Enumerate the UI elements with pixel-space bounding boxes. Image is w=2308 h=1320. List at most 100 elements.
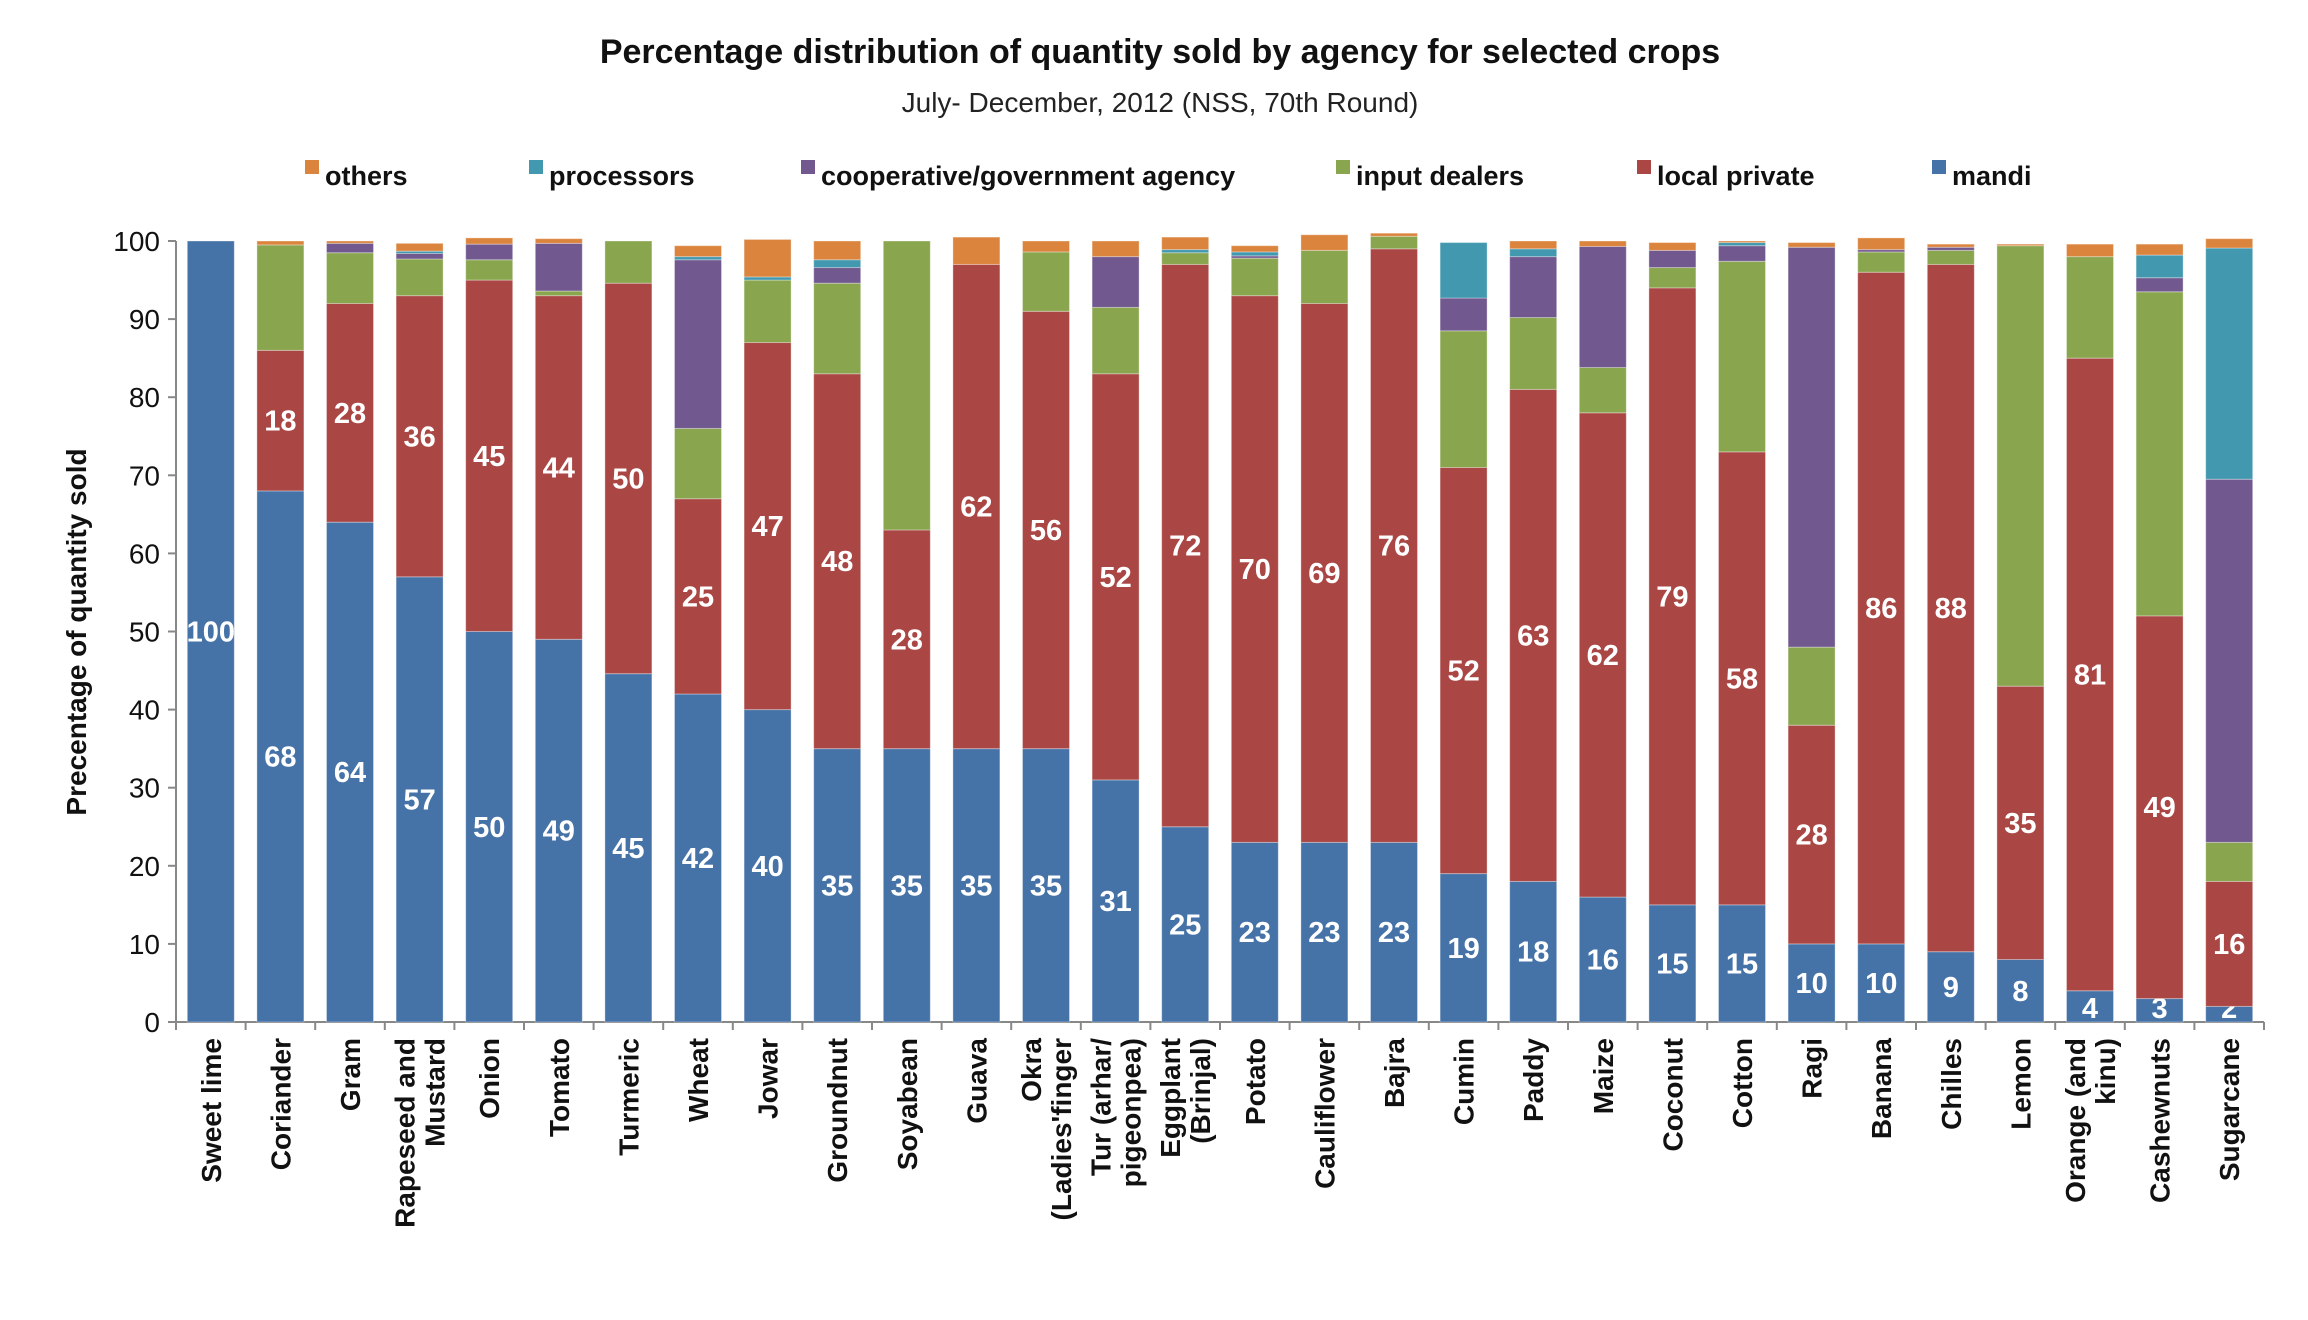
bar-segment-input-dealers [882,240,931,531]
bar-segment-mandi [1926,951,1975,1023]
bar-segment-local-private [1718,451,1766,906]
bar-segment-local-private [1022,310,1070,750]
bar-segment-others [2205,238,2254,249]
bar-segment-input-dealers [326,252,374,304]
bar-segment-mandi [186,240,235,1023]
bar-segment-mandi [1996,959,2045,1023]
bar-segment-others [743,238,792,278]
data-label: 100 [187,617,235,649]
y-tick-label: 10 [129,929,160,960]
bar-segment-mandi [1718,904,1766,1023]
bar-stack: 57 36 [395,242,444,1023]
data-label: 28 [1795,820,1827,852]
data-label: 28 [891,624,923,656]
y-tick-label: 40 [129,695,160,726]
bar-segment-others [674,245,722,258]
bar-segment-input-dealers [1022,251,1070,312]
bar-stack: 9 88 [1926,243,1975,1023]
bar-stack: 42 25 [674,245,722,1023]
category-label: Jowar [753,1038,784,1119]
bar-segment-processors [813,259,862,269]
bar-stack: 3 49 [2135,243,2184,1025]
y-tick-label: 20 [129,851,160,882]
bar-segment-cooperative-government-agency [1648,249,1697,269]
bar-segment-cooperative-government-agency [326,242,374,254]
bar-stack: 10 86 [1857,237,1906,1023]
bar-segment-local-private [2205,880,2254,1007]
bars: 1006818642857365045494445504225404735483… [186,232,2254,1025]
data-label: 52 [1447,656,1479,688]
bar-segment-cooperative-government-agency [674,259,722,429]
bar-segment-input-dealers [1300,249,1349,304]
bar-segment-processors [2205,247,2254,480]
category-labels: Sweet lime Coriander Gram Rapeseed and Musta… [196,1038,2245,1228]
bar-stack: 10 28 [1787,242,1836,1023]
data-label: 28 [334,398,366,430]
bar-segment-mandi [882,748,931,1023]
bar-stack: 23 76 [1370,232,1418,1023]
bar-segment-input-dealers [813,282,862,375]
bar-segment-others [1300,234,1349,251]
axes: 0 10 20 30 40 50 60 70 80 90 100 [113,226,2265,1038]
category-label: Sugarcane [2214,1038,2245,1181]
category-label: kinu) [2090,1038,2121,1105]
bar-segment-input-dealers [1648,267,1697,289]
bar-segment-others [1787,242,1836,248]
category-label: Soyabean [892,1038,923,1170]
bar-segment-input-dealers [1370,235,1418,250]
bar-segment-mandi [1300,841,1349,1023]
bar-segment-others [1091,240,1140,258]
data-label: 10 [1795,968,1827,1000]
bar-segment-others [1996,243,2045,247]
bar-segment-mandi [1578,896,1627,1023]
bar-segment-input-dealers [1787,646,1836,726]
bar-segment-local-private [813,373,862,750]
bar-segment-local-private [1509,388,1558,882]
data-label: 35 [891,870,923,902]
bar-segment-input-dealers [395,258,444,297]
category-label: Coriander [265,1038,296,1170]
category-label: pigeonpea) [1116,1038,1147,1187]
bar-segment-input-dealers [1091,306,1140,375]
data-label: 3 [2152,993,2168,1025]
data-label: 86 [1865,593,1897,625]
bar-segment-local-private [1370,248,1418,843]
bar-segment-cooperative-government-agency [1509,256,1558,319]
bar-segment-processors [1509,248,1558,258]
data-label: 44 [543,452,575,484]
bar-segment-local-private [882,529,931,750]
category-label: Cotton [1727,1038,1758,1128]
bar-stack: 35 28 [882,240,931,1023]
bar-segment-processors [2135,254,2184,279]
category-label: (Ladies'finger [1046,1038,1077,1221]
category-label: Guava [961,1038,992,1124]
data-label: 48 [821,546,853,578]
data-label: 88 [1935,593,1967,625]
category-label: Onion [474,1038,505,1119]
bar-segment-input-dealers [1439,330,1488,468]
legend-swatch [1932,160,1946,174]
bar-segment-input-dealers [2066,256,2114,359]
data-label: 42 [682,843,714,875]
bar-segment-input-dealers [1161,252,1210,265]
bar-segment-others [813,240,862,261]
y-tick-label: 50 [129,617,160,648]
bar-segment-input-dealers [1718,260,1766,453]
category-label: Rapeseed and [390,1038,421,1228]
bar-segment-cooperative-government-agency [395,252,444,260]
bar-segment-input-dealers [604,240,653,284]
bar-segment-cooperative-government-agency [2135,277,2184,293]
data-label: 25 [1169,909,1201,941]
data-label: 50 [473,812,505,844]
bar-segment-cooperative-government-agency [813,267,862,284]
category-label: Coconut [1657,1038,1688,1152]
bar-segment-input-dealers [256,244,305,351]
legend-label: cooperative/government agency [821,161,1235,191]
bar-segment-cooperative-government-agency [534,242,583,292]
data-label: 16 [1587,945,1619,977]
data-label: 15 [1726,948,1758,980]
bar-segment-cooperative-government-agency [1439,297,1488,332]
bar-segment-mandi [395,576,444,1023]
bar-segment-others [2135,243,2184,256]
